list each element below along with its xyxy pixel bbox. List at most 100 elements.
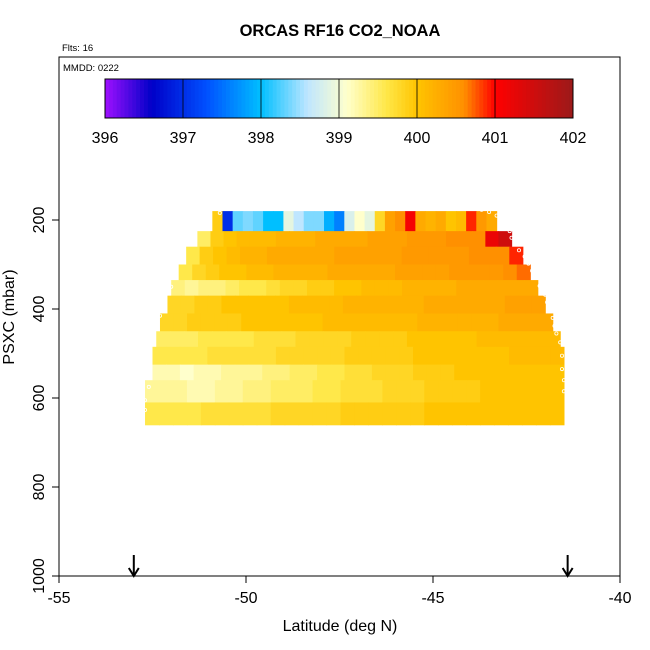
heatmap-cell	[193, 364, 208, 381]
flight-track-point	[221, 206, 226, 211]
colorbar-segment	[296, 79, 301, 118]
heatmap-cell	[476, 331, 492, 348]
heatmap-cell	[510, 280, 525, 297]
colorbar-segment	[549, 79, 554, 118]
heatmap-cell	[354, 402, 370, 426]
colorbar-segment	[561, 79, 566, 118]
chart-title: ORCAS RF16 CO2_NOAA	[240, 22, 441, 40]
heatmap-cell	[491, 295, 506, 315]
heatmap-cell	[495, 346, 510, 366]
heatmap-cell	[249, 231, 264, 248]
heatmap-cell	[539, 313, 554, 332]
colorbar-segment	[319, 79, 324, 118]
heatmap-cell	[393, 331, 408, 348]
colorbar-segment	[198, 79, 203, 118]
heatmap-cell	[259, 264, 274, 281]
heatmap-cell	[415, 211, 427, 232]
heatmap-cell	[354, 380, 370, 404]
plot-area	[142, 206, 566, 426]
colorbar-segment	[237, 79, 242, 118]
flight-track-point	[322, 206, 327, 211]
colorbar-segment	[272, 79, 278, 118]
heatmap-cell	[293, 280, 308, 297]
heatmap-cell	[376, 313, 391, 332]
heatmap-cell	[187, 313, 202, 332]
heatmap-cell	[469, 280, 485, 297]
colorbar-segment	[214, 79, 219, 118]
heatmap-cells	[145, 211, 565, 426]
heatmap-cell	[388, 280, 403, 297]
heatmap-cell	[438, 380, 453, 404]
heatmap-cell	[207, 295, 223, 315]
colorbar-segment	[108, 79, 114, 118]
flight-track-point	[157, 313, 162, 318]
heatmap-cell	[312, 402, 328, 426]
heatmap-cell	[508, 380, 523, 404]
heatmap-cell	[330, 364, 346, 381]
heatmap-cell	[315, 231, 329, 248]
heatmap-cell	[234, 346, 250, 366]
flight-track-point	[479, 207, 484, 212]
colorbar-segment	[163, 79, 168, 118]
heatmap-cell	[524, 280, 539, 297]
heatmap-cell	[212, 211, 224, 232]
colorbar-segment	[307, 79, 313, 118]
heatmap-cell	[289, 364, 304, 381]
heatmap-cell	[504, 331, 519, 348]
colorbar-segment	[140, 79, 145, 118]
colorbar-segment	[253, 79, 258, 118]
colorbar-tick-label: 397	[170, 130, 197, 147]
latitude-arrows	[127, 555, 574, 578]
colorbar-segment	[409, 79, 414, 118]
flight-track-point	[522, 254, 527, 259]
flight-track-point	[548, 307, 553, 312]
heatmap-cell	[170, 331, 185, 348]
heatmap-cell	[419, 231, 434, 248]
colorbar-segment	[171, 79, 176, 118]
heatmap-cell	[303, 211, 315, 232]
colorbar-segment	[147, 79, 153, 118]
heatmap-cell	[214, 380, 230, 404]
heatmap-cell	[313, 264, 329, 281]
heatmap-cell	[211, 280, 227, 297]
heatmap-cell	[516, 264, 531, 281]
heatmap-cell	[253, 246, 268, 266]
flight-track	[142, 206, 566, 412]
heatmap-cell	[281, 313, 296, 332]
heatmap-cell	[522, 402, 537, 426]
heatmap-cell	[300, 264, 315, 281]
heatmap-cell	[532, 331, 547, 348]
flight-track-point	[500, 217, 505, 222]
y-tick-label: 800	[31, 474, 48, 501]
heatmap-cell	[270, 402, 286, 426]
colorbar-segment	[300, 79, 305, 118]
heatmap-cell	[289, 346, 304, 366]
heatmap-cell	[367, 231, 382, 248]
heatmap-cell	[234, 295, 249, 315]
heatmap-cell	[210, 231, 225, 248]
heatmap-cell	[239, 280, 254, 297]
heatmap-cell	[262, 231, 277, 248]
heatmap-cell	[498, 313, 513, 332]
heatmap-cell	[476, 211, 488, 232]
heatmap-cell	[200, 402, 216, 426]
heatmap-cell	[323, 331, 338, 348]
heatmap-cell	[423, 295, 438, 315]
heatmap-cell	[312, 380, 328, 404]
heatmap-cell	[438, 402, 453, 426]
colorbar-segment	[459, 79, 465, 118]
y-tick-label: 400	[31, 296, 48, 323]
heatmap-cell	[424, 402, 439, 426]
heatmap-cell	[298, 402, 314, 426]
colorbar-segment	[120, 79, 125, 118]
heatmap-cell	[347, 246, 362, 266]
heatmap-cell	[267, 331, 283, 348]
colorbar-segment	[350, 79, 356, 118]
heatmap-cell	[171, 280, 186, 297]
colorbar-segment	[491, 79, 496, 118]
heatmap-cell	[444, 313, 459, 332]
heatmap-cell	[481, 364, 496, 381]
heatmap-cell	[512, 313, 527, 332]
colorbar-segment	[471, 79, 476, 118]
latitude-arrow-head	[561, 567, 574, 578]
